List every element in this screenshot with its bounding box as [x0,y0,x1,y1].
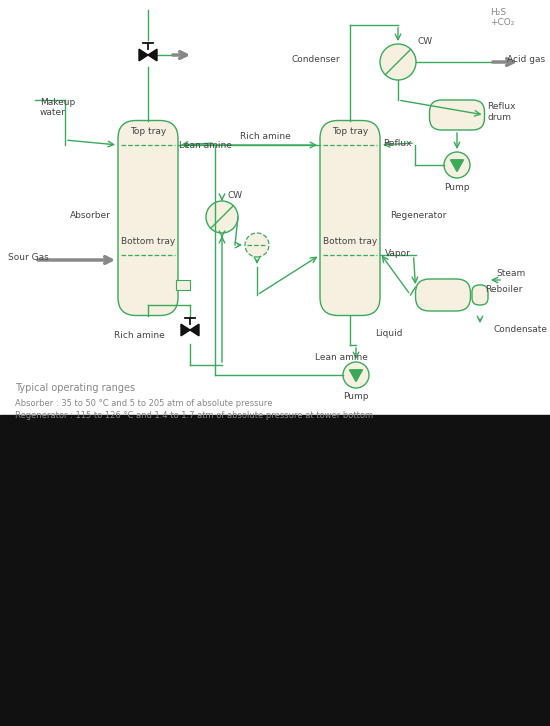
Text: Reflux: Reflux [383,139,411,149]
Bar [0,0,550,415]
Circle shape [380,44,416,80]
Text: Top tray: Top tray [130,128,166,136]
FancyBboxPatch shape [415,279,470,311]
Text: Reboiler: Reboiler [486,285,523,295]
FancyBboxPatch shape [472,285,488,305]
FancyBboxPatch shape [118,121,178,316]
Text: Liquid: Liquid [375,328,403,338]
Text: Vapor: Vapor [385,250,411,258]
Text: Rich amine: Rich amine [114,330,165,340]
Text: Top tray: Top tray [332,128,368,136]
Text: Bottom tray: Bottom tray [121,237,175,247]
Text: Lean amine: Lean amine [315,353,367,362]
Text: Absorber: Absorber [70,211,111,219]
Text: Rich amine: Rich amine [240,132,290,141]
Bar [0,415,550,726]
Text: Reflux
drum: Reflux drum [487,102,516,122]
Circle shape [245,233,269,257]
Circle shape [444,152,470,178]
Text: Typical operating ranges: Typical operating ranges [15,383,135,393]
Text: Bottom tray: Bottom tray [323,237,377,247]
Text: Steam: Steam [496,269,525,277]
Text: Pump: Pump [444,183,470,192]
Circle shape [206,201,238,233]
Text: Absorber : 35 to 50 °C and 5 to 205 atm of absolute pressure: Absorber : 35 to 50 °C and 5 to 205 atm … [15,399,272,409]
Polygon shape [148,49,157,61]
Text: Lean amine: Lean amine [179,141,232,150]
Text: Acid gas: Acid gas [507,55,545,65]
Text: CW: CW [417,38,432,46]
Bar [176,280,190,290]
Text: Pump: Pump [343,392,368,401]
Polygon shape [190,324,199,336]
Text: Sour Gas: Sour Gas [8,253,49,263]
Text: H₂S: H₂S [490,8,506,17]
FancyBboxPatch shape [430,100,485,130]
Polygon shape [450,160,464,171]
Circle shape [343,362,369,388]
Polygon shape [181,324,190,336]
Text: Condenser: Condenser [292,55,340,65]
Text: Regenerator : 115 to 126 °C and 1.4 to 1.7 atm of absolute pressure at tower bot: Regenerator : 115 to 126 °C and 1.4 to 1… [15,412,373,420]
Polygon shape [139,49,148,61]
FancyBboxPatch shape [320,121,380,316]
Polygon shape [349,370,362,381]
Text: +CO₂: +CO₂ [490,18,514,27]
Text: Makeup
water: Makeup water [40,98,75,118]
Text: CW: CW [227,190,242,200]
Text: Condensate: Condensate [493,325,547,335]
Text: Regenerator: Regenerator [390,211,447,219]
